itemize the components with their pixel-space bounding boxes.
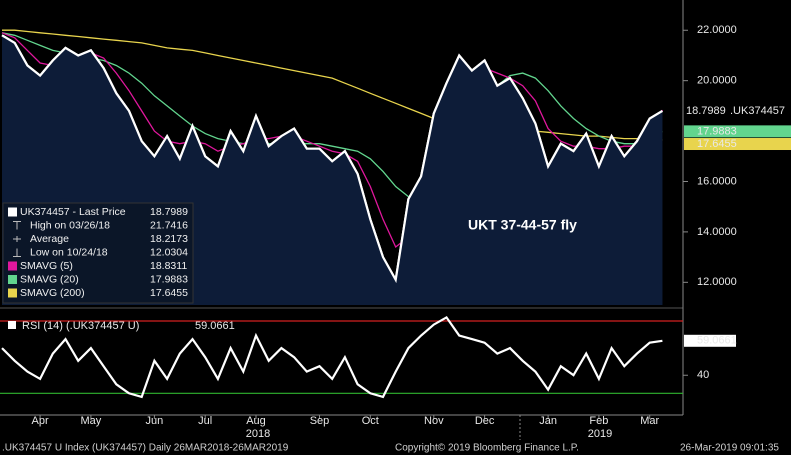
x-tick-label: Aug <box>246 415 266 427</box>
x-tick-label: Nov <box>424 415 444 427</box>
legend-label: Low on 10/24/18 <box>30 246 108 258</box>
last-value: 18.7989 <box>686 105 726 117</box>
rsi-title: RSI (14) (.UK374457 U) <box>22 320 139 332</box>
line <box>1 32 663 198</box>
y-tick-label: 22.0000 <box>697 24 737 36</box>
x-tick-label: Oct <box>362 415 379 427</box>
y-tick-label: 12.0000 <box>697 276 737 288</box>
x-tick-label: Apr <box>32 415 49 427</box>
y-tick-label: 16.0000 <box>697 175 737 187</box>
legend-label: Average <box>30 233 69 245</box>
last-value-ticker: .UK374457 <box>730 105 785 117</box>
value-tag-label: 17.9883 <box>697 125 737 137</box>
value-tag <box>684 125 791 138</box>
legend-value: 18.2173 <box>150 233 188 245</box>
legend-value: 12.0304 <box>150 246 188 258</box>
footer-center: Copyright© 2019 Bloomberg Finance L.P. <box>395 443 579 454</box>
legend: UK374457 - Last Price 18.7989 High on 03/2… <box>2 202 194 304</box>
footer-left: .UK374457 U Index (UK374457) Daily 26MAR… <box>2 443 289 454</box>
legend-label: UK374457 - Last Price <box>20 206 126 218</box>
legend-glyph <box>13 236 21 242</box>
legend-box <box>2 202 194 304</box>
value-tag <box>684 138 791 151</box>
legend-value: 18.7989 <box>150 206 188 218</box>
x-tick-label: Feb <box>589 415 608 427</box>
legend-value: 18.8311 <box>150 260 187 272</box>
legend-swatch <box>8 207 17 217</box>
x-tick-label: May <box>81 415 102 427</box>
x-tick-label: Jan <box>539 415 557 427</box>
legend-label: SMAVG (200) <box>20 287 85 299</box>
footer-right: 26-Mar-2019 09:01:35 <box>680 443 779 454</box>
legend-label: High on 03/26/18 <box>30 219 110 231</box>
value-tag-label: 59.0661 <box>697 335 737 347</box>
legend-label: SMAVG (5) <box>20 260 73 272</box>
y-tick-label: 40 <box>697 369 709 381</box>
price-line <box>1 34 663 284</box>
line <box>1 32 663 249</box>
legend-swatch <box>8 288 17 298</box>
rsi-value: 59.0661 <box>195 320 235 332</box>
value-tag-label: 17.6455 <box>697 138 737 150</box>
y-tick-label: 14.0000 <box>697 226 737 238</box>
y-tick-label: 20.0000 <box>697 75 737 87</box>
rsi-swatch <box>8 321 16 329</box>
legend-swatch <box>8 275 17 284</box>
legend-glyph <box>13 248 21 257</box>
legend-glyph <box>13 221 21 230</box>
legend-swatch <box>8 261 17 271</box>
legend-value: 21.7416 <box>150 219 188 231</box>
line <box>1 315 663 399</box>
legend-value: 17.9883 <box>150 273 188 285</box>
x-tick-label: Jul <box>198 415 212 427</box>
legend-value: 17.6455 <box>150 287 188 299</box>
year-label: 2018 <box>246 428 270 440</box>
year-label: 2019 <box>588 428 612 440</box>
x-tick-label: Jun <box>146 415 164 427</box>
x-tick-label: Sep <box>310 415 330 427</box>
legend-label: SMAVG (20) <box>20 273 79 285</box>
x-tick-label: Dec <box>475 415 495 427</box>
annotation: UKT 37-44-57 fly <box>468 217 577 233</box>
x-tick-label: Mar <box>640 415 659 427</box>
value-tag <box>684 334 736 347</box>
